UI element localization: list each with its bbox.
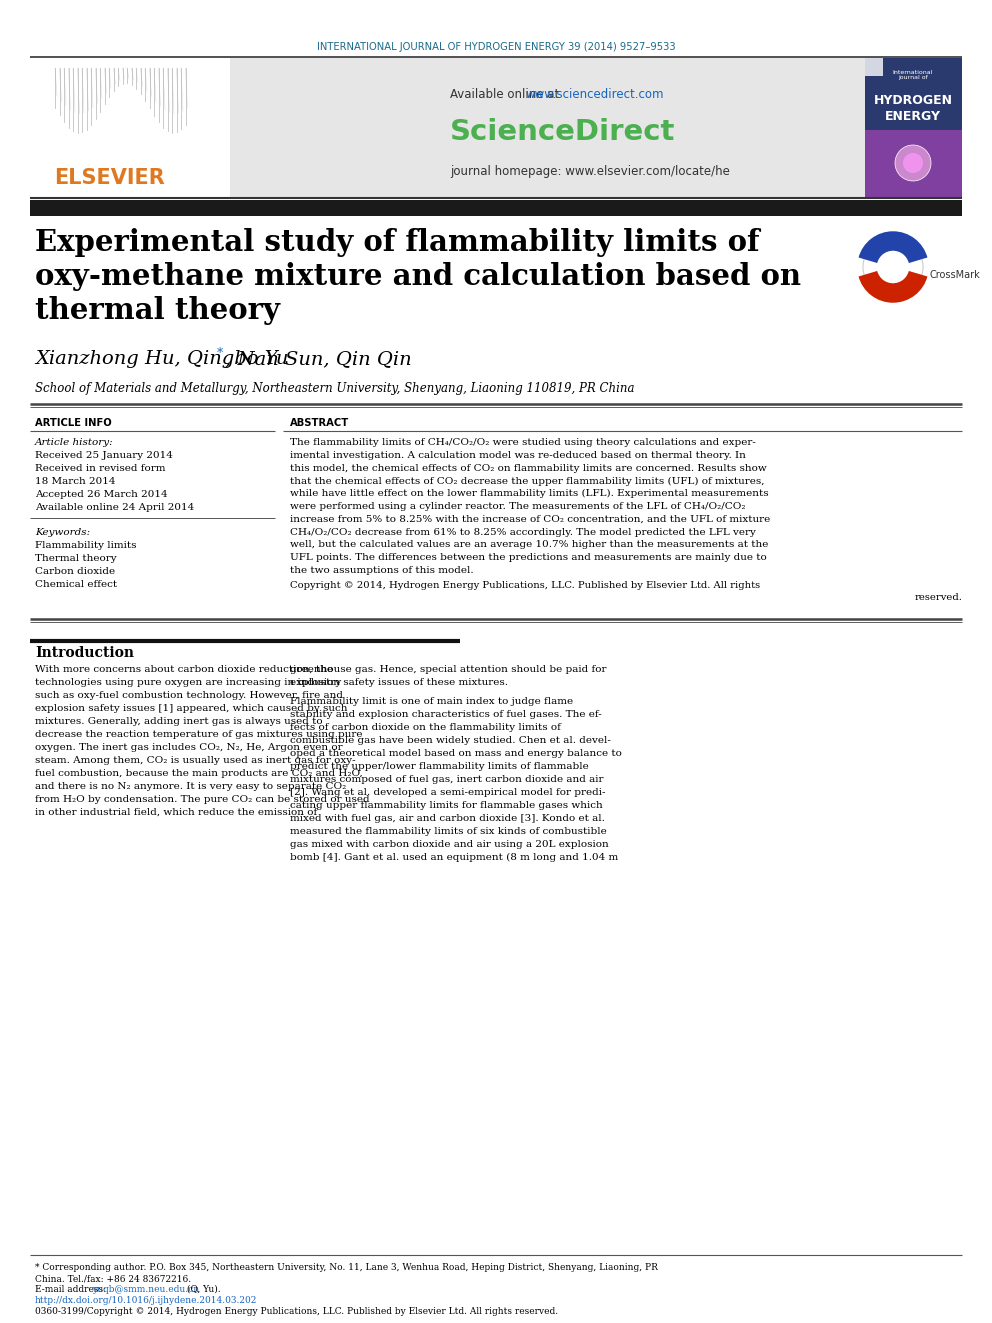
Text: Received 25 January 2014: Received 25 January 2014	[35, 451, 173, 460]
Text: greenhouse gas. Hence, special attention should be paid for: greenhouse gas. Hence, special attention…	[290, 664, 606, 673]
Text: mixtures. Generally, adding inert gas is always used to: mixtures. Generally, adding inert gas is…	[35, 717, 322, 726]
Text: stability and explosion characteristics of fuel gases. The ef-: stability and explosion characteristics …	[290, 710, 602, 720]
Text: Chemical effect: Chemical effect	[35, 579, 117, 589]
Text: Copyright © 2014, Hydrogen Energy Publications, LLC. Published by Elsevier Ltd. : Copyright © 2014, Hydrogen Energy Public…	[290, 581, 760, 590]
Text: Flammability limits: Flammability limits	[35, 541, 137, 550]
Text: Available online at: Available online at	[450, 89, 563, 102]
Text: Introduction: Introduction	[35, 646, 134, 660]
Text: ARTICLE INFO: ARTICLE INFO	[35, 418, 112, 429]
Text: yuqb@smm.neu.edu.cn: yuqb@smm.neu.edu.cn	[92, 1285, 199, 1294]
Text: mixtures composed of fuel gas, inert carbon dioxide and air: mixtures composed of fuel gas, inert car…	[290, 775, 603, 785]
Text: Available online 24 April 2014: Available online 24 April 2014	[35, 503, 194, 512]
Text: Xianzhong Hu, Qingbo Yu: Xianzhong Hu, Qingbo Yu	[35, 351, 289, 368]
Text: well, but the calculated values are an average 10.7% higher than the measurement: well, but the calculated values are an a…	[290, 540, 769, 549]
Text: fuel combustion, because the main products are CO₂ and H₂O,: fuel combustion, because the main produc…	[35, 769, 363, 778]
Text: (Q, Yu).: (Q, Yu).	[184, 1285, 220, 1294]
Text: oxygen. The inert gas includes CO₂, N₂, He, Argon even or: oxygen. The inert gas includes CO₂, N₂, …	[35, 742, 342, 751]
Text: such as oxy-fuel combustion technology. However, fire and: such as oxy-fuel combustion technology. …	[35, 691, 343, 700]
Text: ENERGY: ENERGY	[885, 110, 941, 123]
Text: Flammability limit is one of main index to judge flame: Flammability limit is one of main index …	[290, 697, 573, 706]
Text: mixed with fuel gas, air and carbon dioxide [3]. Kondo et al.: mixed with fuel gas, air and carbon diox…	[290, 814, 605, 823]
Text: from H₂O by condensation. The pure CO₂ can be stored or used: from H₂O by condensation. The pure CO₂ c…	[35, 795, 370, 804]
Text: explosion safety issues of these mixtures.: explosion safety issues of these mixture…	[290, 677, 508, 687]
Text: measured the flammability limits of six kinds of combustible: measured the flammability limits of six …	[290, 827, 607, 836]
Text: gas mixed with carbon dioxide and air using a 20L explosion: gas mixed with carbon dioxide and air us…	[290, 840, 609, 849]
Text: predict the upper/lower flammability limits of flammable: predict the upper/lower flammability lim…	[290, 762, 588, 771]
Text: imental investigation. A calculation model was re-deduced based on thermal theor: imental investigation. A calculation mod…	[290, 451, 746, 460]
Bar	[30, 200, 962, 216]
Text: [2]. Wang et al. developed a semi-empirical model for predi-: [2]. Wang et al. developed a semi-empiri…	[290, 789, 605, 798]
Text: 0360-3199/Copyright © 2014, Hydrogen Energy Publications, LLC. Published by Else: 0360-3199/Copyright © 2014, Hydrogen Ene…	[35, 1307, 558, 1316]
Text: were performed using a cylinder reactor. The measurements of the LFL of CH₄/O₂/C: were performed using a cylinder reactor.…	[290, 501, 746, 511]
Text: Thermal theory: Thermal theory	[35, 554, 117, 564]
Text: explosion safety issues [1] appeared, which caused by such: explosion safety issues [1] appeared, wh…	[35, 704, 347, 713]
Text: oped a theoretical model based on mass and energy balance to: oped a theoretical model based on mass a…	[290, 749, 622, 758]
Text: while have little effect on the lower flammability limits (LFL). Experimental me: while have little effect on the lower fl…	[290, 490, 769, 499]
Text: cating upper flammability limits for flammable gases which: cating upper flammability limits for fla…	[290, 802, 603, 810]
Text: INTERNATIONAL JOURNAL OF HYDROGEN ENERGY 39 (2014) 9527–9533: INTERNATIONAL JOURNAL OF HYDROGEN ENERGY…	[316, 42, 676, 52]
Text: fects of carbon dioxide on the flammability limits of: fects of carbon dioxide on the flammabil…	[290, 724, 560, 733]
Text: International
journal of: International journal of	[893, 70, 933, 81]
Text: * Corresponding author. P.O. Box 345, Northeastern University, No. 11, Lane 3, W: * Corresponding author. P.O. Box 345, No…	[35, 1263, 658, 1271]
Text: Article history:: Article history:	[35, 438, 114, 447]
Text: decrease the reaction temperature of gas mixtures using pure: decrease the reaction temperature of gas…	[35, 730, 362, 738]
Text: thermal theory: thermal theory	[35, 296, 280, 325]
Text: UFL points. The differences between the predictions and measurements are mainly : UFL points. The differences between the …	[290, 553, 767, 562]
Text: , Nan Sun, Qin Qin: , Nan Sun, Qin Qin	[225, 351, 412, 368]
Circle shape	[903, 153, 923, 173]
Text: steam. Among them, CO₂ is usually used as inert gas for oxy-: steam. Among them, CO₂ is usually used a…	[35, 755, 355, 765]
Text: journal homepage: www.elsevier.com/locate/he: journal homepage: www.elsevier.com/locat…	[450, 165, 730, 179]
Text: 18 March 2014: 18 March 2014	[35, 478, 115, 486]
Text: this model, the chemical effects of CO₂ on flammability limits are concerned. Re: this model, the chemical effects of CO₂ …	[290, 463, 767, 472]
Bar	[30, 58, 230, 198]
Text: http://dx.doi.org/10.1016/j.ijhydene.2014.03.202: http://dx.doi.org/10.1016/j.ijhydene.201…	[35, 1297, 257, 1304]
Text: ABSTRACT: ABSTRACT	[290, 418, 349, 429]
Text: reserved.: reserved.	[914, 593, 962, 602]
Text: that the chemical effects of CO₂ decrease the upper flammability limits (UFL) of: that the chemical effects of CO₂ decreas…	[290, 476, 765, 486]
Text: combustible gas have been widely studied. Chen et al. devel-: combustible gas have been widely studied…	[290, 737, 611, 745]
Bar	[865, 58, 962, 198]
Text: and there is no N₂ anymore. It is very easy to separate CO₂: and there is no N₂ anymore. It is very e…	[35, 782, 346, 791]
Text: Experimental study of flammability limits of: Experimental study of flammability limit…	[35, 228, 760, 257]
Text: School of Materials and Metallurgy, Northeastern University, Shenyang, Liaoning : School of Materials and Metallurgy, Nort…	[35, 382, 635, 396]
Text: the two assumptions of this model.: the two assumptions of this model.	[290, 566, 473, 576]
Text: Accepted 26 March 2014: Accepted 26 March 2014	[35, 490, 168, 499]
Bar	[865, 130, 962, 198]
Text: Received in revised form: Received in revised form	[35, 464, 166, 474]
Text: E-mail address:: E-mail address:	[35, 1285, 109, 1294]
Text: Carbon dioxide: Carbon dioxide	[35, 568, 115, 576]
Bar	[30, 58, 865, 198]
Text: bomb [4]. Gant et al. used an equipment (8 m long and 1.04 m: bomb [4]. Gant et al. used an equipment …	[290, 853, 618, 863]
Text: technologies using pure oxygen are increasing in industry: technologies using pure oxygen are incre…	[35, 677, 341, 687]
Text: Keywords:: Keywords:	[35, 528, 90, 537]
Text: With more concerns about carbon dioxide reduction, the: With more concerns about carbon dioxide …	[35, 664, 333, 673]
Bar	[32, 60, 227, 155]
Circle shape	[895, 146, 931, 181]
Text: increase from 5% to 8.25% with the increase of CO₂ concentration, and the UFL of: increase from 5% to 8.25% with the incre…	[290, 515, 770, 524]
Text: ScienceDirect: ScienceDirect	[450, 118, 676, 146]
Text: China. Tel./fax: +86 24 83672216.: China. Tel./fax: +86 24 83672216.	[35, 1274, 191, 1283]
Text: www.sciencedirect.com: www.sciencedirect.com	[525, 89, 664, 102]
Text: CH₄/O₂/CO₂ decrease from 61% to 8.25% accordingly. The model predicted the LFL v: CH₄/O₂/CO₂ decrease from 61% to 8.25% ac…	[290, 528, 756, 537]
Bar	[865, 58, 883, 75]
Text: HYDROGEN: HYDROGEN	[874, 94, 952, 106]
Text: CrossMark: CrossMark	[930, 270, 981, 280]
Text: in other industrial field, which reduce the emission of: in other industrial field, which reduce …	[35, 808, 317, 816]
Text: The flammability limits of CH₄/CO₂/O₂ were studied using theory calculations and: The flammability limits of CH₄/CO₂/O₂ we…	[290, 438, 756, 447]
Text: *: *	[217, 347, 223, 360]
Text: oxy-methane mixture and calculation based on: oxy-methane mixture and calculation base…	[35, 262, 801, 291]
Text: ELSEVIER: ELSEVIER	[55, 168, 166, 188]
